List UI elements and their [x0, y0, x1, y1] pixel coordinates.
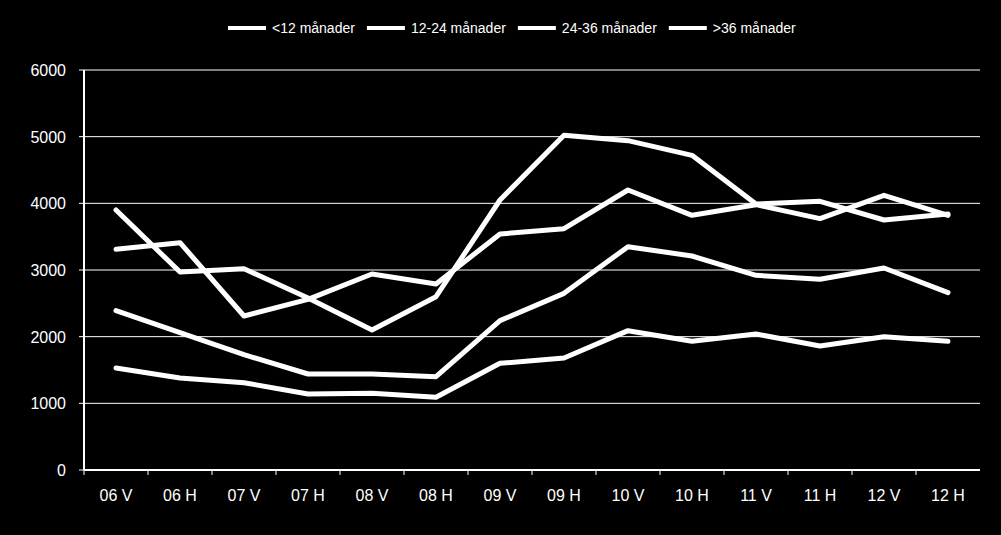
y-tick-label: 5000	[30, 129, 66, 146]
grid-line	[84, 403, 980, 404]
x-tick	[532, 470, 533, 475]
x-tick-label: 07 H	[291, 487, 325, 504]
x-tick	[404, 470, 405, 475]
x-tick-label: 11 H	[804, 487, 837, 504]
x-tick	[660, 470, 661, 475]
grid-line	[84, 136, 980, 137]
x-tick	[468, 470, 469, 475]
grid-line	[84, 336, 980, 337]
x-tick-label: 11 V	[740, 487, 772, 504]
x-tick-label: 06 V	[100, 487, 133, 504]
series-line	[116, 331, 948, 398]
x-tick-label: 09 V	[484, 487, 517, 504]
y-tick-label: 1000	[30, 395, 66, 412]
x-tick	[724, 470, 725, 475]
chart: 0 1000 2000 3000 4000 5000 6000 06 V 06 H 07 V 07 …	[0, 0, 1001, 535]
x-tick	[84, 470, 85, 475]
x-tick-label: 08 H	[419, 487, 453, 504]
legend-swatch	[518, 26, 556, 30]
grid-line	[84, 203, 980, 204]
x-tick-label: 09 H	[547, 487, 581, 504]
x-tick	[916, 470, 917, 475]
y-tick-label: 2000	[30, 329, 66, 346]
x-tick-label: 08 V	[356, 487, 389, 504]
legend-swatch	[669, 26, 707, 30]
x-tick	[276, 470, 277, 475]
series-line	[116, 190, 948, 316]
x-tick	[596, 470, 597, 475]
x-tick-label: 07 V	[228, 487, 261, 504]
legend-swatch	[367, 26, 405, 30]
x-tick	[340, 470, 341, 475]
background	[0, 0, 1001, 535]
series-group	[116, 135, 948, 397]
x-tick-label: 06 H	[163, 487, 197, 504]
y-tick-label: 0	[57, 462, 66, 479]
x-tick	[212, 470, 213, 475]
legend-label: <12 månader	[272, 20, 355, 36]
legend-label: 12-24 månader	[411, 20, 506, 36]
x-tick	[852, 470, 853, 475]
y-axis	[83, 70, 85, 470]
series-line	[116, 135, 948, 330]
grid-line	[84, 70, 980, 71]
x-tick	[148, 470, 149, 475]
legend-label: 24-36 månader	[562, 20, 657, 36]
x-tick-label: 10 H	[675, 487, 709, 504]
x-tick-label: 10 V	[612, 487, 645, 504]
legend-label: >36 månader	[713, 20, 796, 36]
legend-swatch	[228, 26, 266, 30]
x-tick-label: 12 V	[868, 487, 901, 504]
y-tick-label: 3000	[30, 262, 66, 279]
y-tick-label: 6000	[30, 62, 66, 79]
x-tick-label: 12 H	[931, 487, 965, 504]
x-tick	[788, 470, 789, 475]
y-tick-label: 4000	[30, 195, 66, 212]
